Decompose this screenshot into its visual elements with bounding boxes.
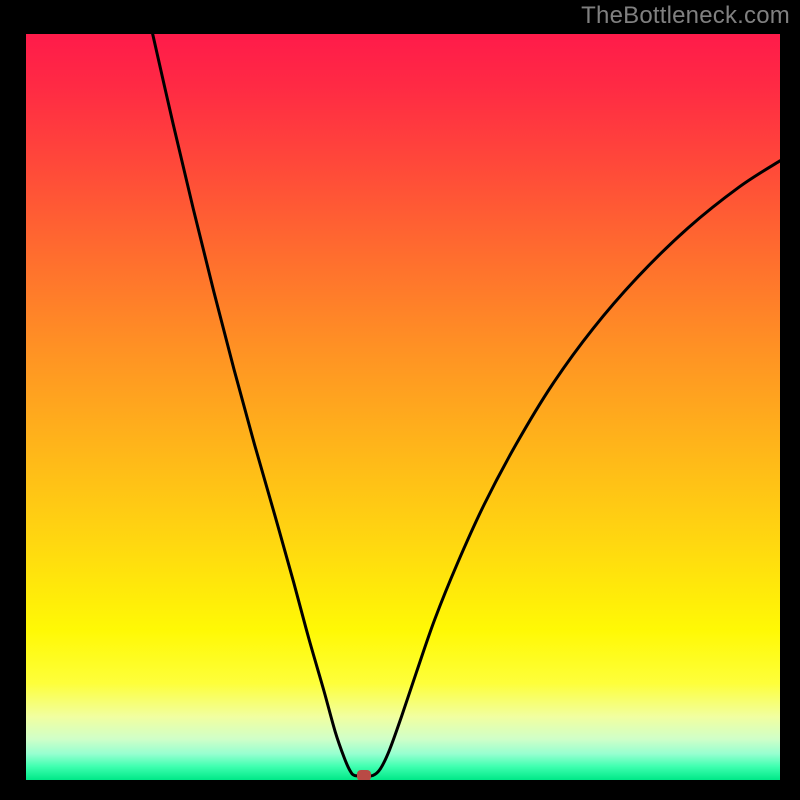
outer-border: [0, 0, 800, 800]
minimum-marker: [357, 770, 371, 780]
bottleneck-curve: [26, 34, 780, 780]
chart-frame: TheBottleneck.com: [0, 0, 800, 800]
plot-area: [26, 34, 780, 780]
curve-path: [153, 34, 780, 776]
watermark-text: TheBottleneck.com: [581, 2, 790, 30]
